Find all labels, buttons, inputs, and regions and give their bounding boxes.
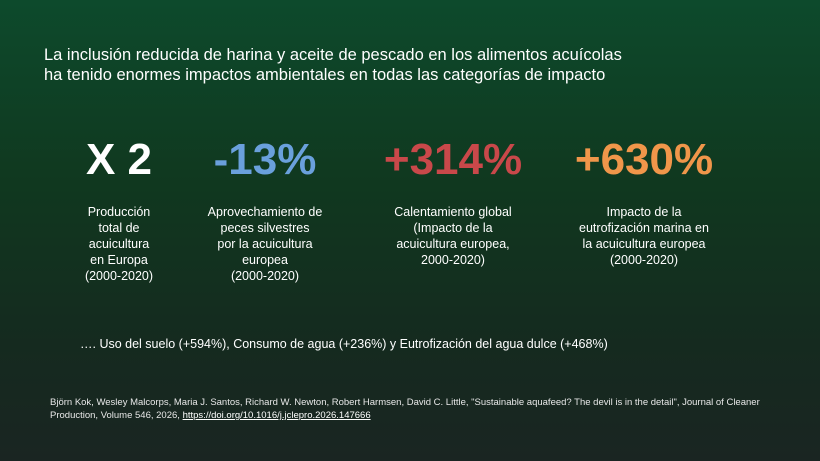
stat-global-warming: +314% Calentamiento global (Impacto de l…	[360, 134, 546, 268]
stat-wild-fish-value: -13%	[213, 135, 317, 184]
stat-marine-eutrophication-description: Impacto de la eutrofización marina en la…	[579, 205, 709, 267]
stat-marine-eutrophication-value: +630%	[574, 135, 714, 184]
slide-title: La inclusión reducida de harina y aceite…	[44, 46, 622, 84]
stat-wild-fish-description: Aprovechamiento de peces silvestres por …	[207, 205, 323, 283]
citation: Björn Kok, Wesley Malcorps, Maria J. San…	[50, 396, 770, 422]
stat-global-warming-value: +314%	[383, 135, 523, 184]
stat-global-warming-description: Calentamiento global (Impacto de la acui…	[394, 205, 512, 267]
stat-marine-eutrophication: +630% Impacto de la eutrofización marina…	[556, 134, 732, 268]
stat-production: X 2 Producción total de acuicultura en E…	[60, 134, 178, 284]
stat-production-description: Producción total de acuicultura en Europ…	[84, 205, 154, 283]
stat-wild-fish: -13% Aprovechamiento de peces silvestres…	[190, 134, 340, 284]
citation-text: Björn Kok, Wesley Malcorps, Maria J. San…	[50, 397, 760, 421]
citation-doi-link[interactable]: https://doi.org/10.1016/j.jclepro.2026.1…	[182, 410, 371, 421]
other-impacts: …. Uso del suelo (+594%), Consumo de agu…	[80, 337, 608, 351]
stat-production-value: X 2	[85, 135, 153, 184]
